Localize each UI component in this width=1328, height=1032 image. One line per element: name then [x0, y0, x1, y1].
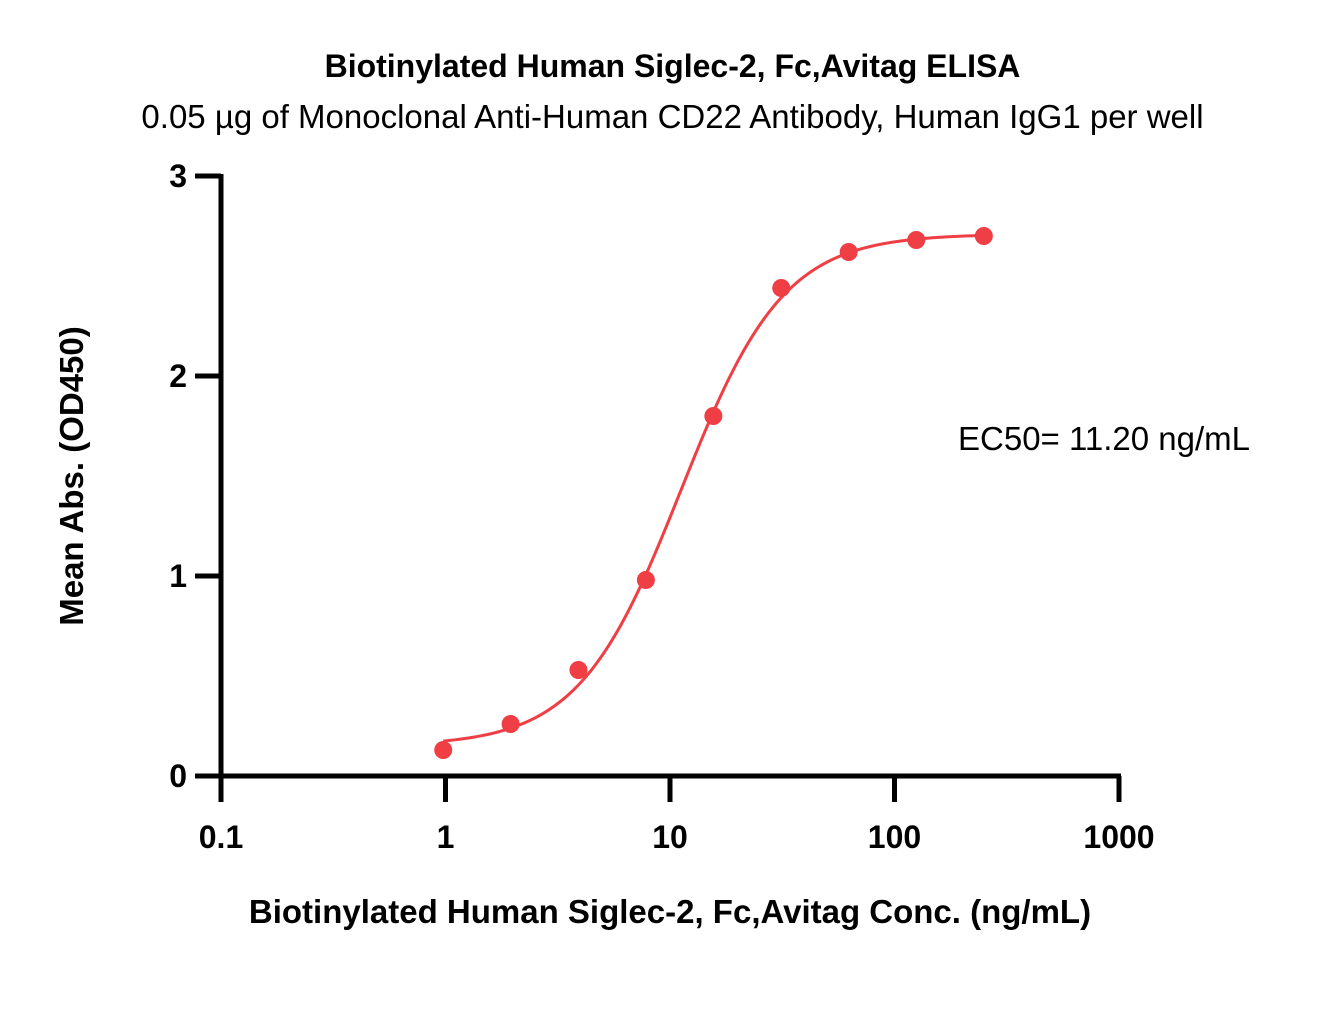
x-tick-label: 0.1: [199, 819, 243, 855]
data-point: [434, 741, 453, 759]
y-tick-label: 2: [169, 358, 187, 394]
chart-title: Biotinylated Human Siglec-2, Fc,Avitag E…: [324, 48, 1021, 84]
data-point: [569, 661, 588, 679]
data-point: [974, 227, 993, 245]
data-point: [772, 279, 791, 297]
y-tick-label: 1: [169, 558, 187, 594]
chart-subtitle: 0.05 µg of Monoclonal Anti-Human CD22 An…: [141, 98, 1204, 135]
x-tick-label: 1000: [1083, 819, 1154, 855]
data-point: [839, 243, 858, 261]
y-tick-label: 3: [169, 158, 187, 194]
x-tick-label: 10: [652, 819, 688, 855]
y-tick-label: 0: [169, 758, 187, 794]
fit-curve: [443, 233, 984, 743]
data-point: [636, 571, 655, 589]
data-point: [704, 407, 723, 425]
x-tick-label: 100: [868, 819, 921, 855]
data-point: [907, 231, 926, 249]
x-axis-label: Biotinylated Human Siglec-2, Fc,Avitag C…: [248, 893, 1092, 930]
x-tick-label: 1: [437, 819, 455, 855]
ec50-annotation: EC50= 11.20 ng/mL: [958, 420, 1251, 457]
data-point: [501, 715, 520, 733]
